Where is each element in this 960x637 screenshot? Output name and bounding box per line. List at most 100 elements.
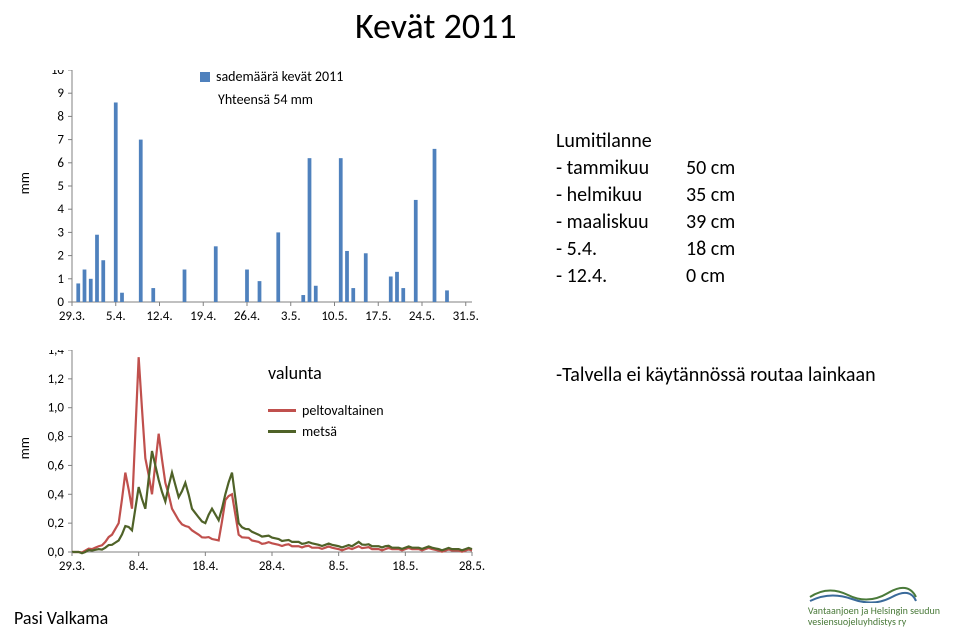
bar [183,270,187,302]
bar [301,295,305,302]
info-row: - helmikuu35 cm [556,182,756,209]
y-tick-label: 7 [57,133,64,148]
y-tick-label: 10 [51,70,65,78]
y-tick-label: 9 [57,86,64,101]
info-value: 0 cm [686,263,756,290]
bar [433,149,437,302]
x-tick-label: 29.3. [59,309,85,324]
legend-swatch [268,430,296,433]
legend-label: peltovaltainen [302,402,384,419]
info-value: 50 cm [686,155,756,182]
legend-item: peltovaltainen [268,402,384,419]
x-tick-label: 19.4. [190,309,216,324]
bar [214,246,218,302]
footer-credit: Pasi Valkama [14,607,108,629]
info-row: - 5.4.18 cm [556,236,756,263]
x-tick-label: 26.4. [234,309,260,324]
bar [401,288,405,302]
y-tick-label: 0,6 [48,458,65,473]
info-key: - tammikuu [556,155,686,182]
legend-item: metsä [268,423,384,440]
line-chart: 0,00,20,40,60,81,01,21,429.3.8.4.18.4.28… [72,350,472,588]
info-block: Lumitilanne- tammikuu50 cm- helmikuu35 c… [556,128,756,290]
info-header: Lumitilanne [556,128,756,155]
bar [276,232,280,302]
bar [345,251,349,302]
info-value: 35 cm [686,182,756,209]
y-tick-label: 6 [57,156,64,171]
bar [95,235,99,302]
x-tick-label: 18.5. [392,559,418,574]
x-tick-label: 31.5. [453,309,479,324]
x-tick-label: 8.4. [129,559,149,574]
y-tick-label: 4 [57,202,64,217]
legend-label: sademäärä kevät 2011 [216,68,343,85]
x-tick-label: 5.4. [106,309,126,324]
info-value: 39 cm [686,209,756,236]
y-tick-label: 1 [57,272,64,287]
bar [151,288,155,302]
y-tick-label: 0,4 [48,487,65,502]
legend-subtitle: Yhteensä 54 mm [218,91,343,108]
bar-chart-legend: sademäärä kevät 2011 Yhteensä 54 mm [200,68,343,108]
bar [89,279,93,302]
x-tick-label: 8.5. [329,559,349,574]
bar [308,158,312,302]
bar [245,270,249,302]
bar [83,270,87,302]
line-chart-legend: peltovaltainen metsä [268,402,384,444]
info-row: - maaliskuu39 cm [556,209,756,236]
info-note: -Talvella ei käytännössä routaa lainkaan [556,362,876,389]
legend-label: metsä [302,423,337,440]
x-tick-label: 10.5. [321,309,347,324]
legend-item: sademäärä kevät 2011 [200,68,343,85]
y-tick-label: 1,4 [48,350,65,358]
bar [364,253,368,302]
x-tick-label: 24.5. [409,309,435,324]
x-tick-label: 17.5. [365,309,391,324]
info-row: - tammikuu50 cm [556,155,756,182]
y-tick-label: 1,0 [48,401,65,416]
y-axis-label: mm [16,172,33,194]
bar [114,102,118,302]
logo-text-2: vesiensuojeluyhdistys ry [808,616,940,627]
bar [445,290,449,302]
info-key: - 12.4. [556,263,686,290]
bar [76,283,80,302]
page-title: Kevät 2011 [355,4,517,48]
bar [389,276,393,302]
y-tick-label: 2 [57,249,64,264]
legend-swatch [200,72,210,82]
y-axis-label: mm [16,437,33,459]
bar [339,158,343,302]
y-tick-label: 8 [57,109,64,124]
bar [139,140,143,302]
legend-swatch [268,409,296,412]
bar [314,286,318,302]
y-tick-label: 3 [57,225,64,240]
x-tick-label: 3.5. [281,309,301,324]
bar [351,288,355,302]
y-tick-label: 1,2 [48,372,65,387]
y-tick-label: 0,2 [48,516,65,531]
info-row: - 12.4.0 cm [556,263,756,290]
bar [101,260,105,302]
bar [258,281,262,302]
logo: Vantaanjoen ja Helsingin seudun vesiensu… [808,579,940,627]
bar-chart: 01234567891029.3.5.4.12.4.19.4.26.4.3.5.… [72,70,472,338]
x-tick-label: 18.4. [192,559,218,574]
y-tick-label: 5 [57,179,64,194]
info-key: - maaliskuu [556,209,686,236]
x-tick-label: 28.5. [459,559,485,574]
info-value: 18 cm [686,236,756,263]
bar [414,200,418,302]
y-tick-label: 0,8 [48,430,65,445]
line-chart-title: valunta [268,362,322,384]
y-tick-label: 0,0 [48,545,65,560]
x-tick-label: 12.4. [146,309,172,324]
info-key: - 5.4. [556,236,686,263]
x-tick-label: 29.3. [59,559,85,574]
info-key: - helmikuu [556,182,686,209]
x-tick-label: 28.4. [259,559,285,574]
bar [395,272,399,302]
